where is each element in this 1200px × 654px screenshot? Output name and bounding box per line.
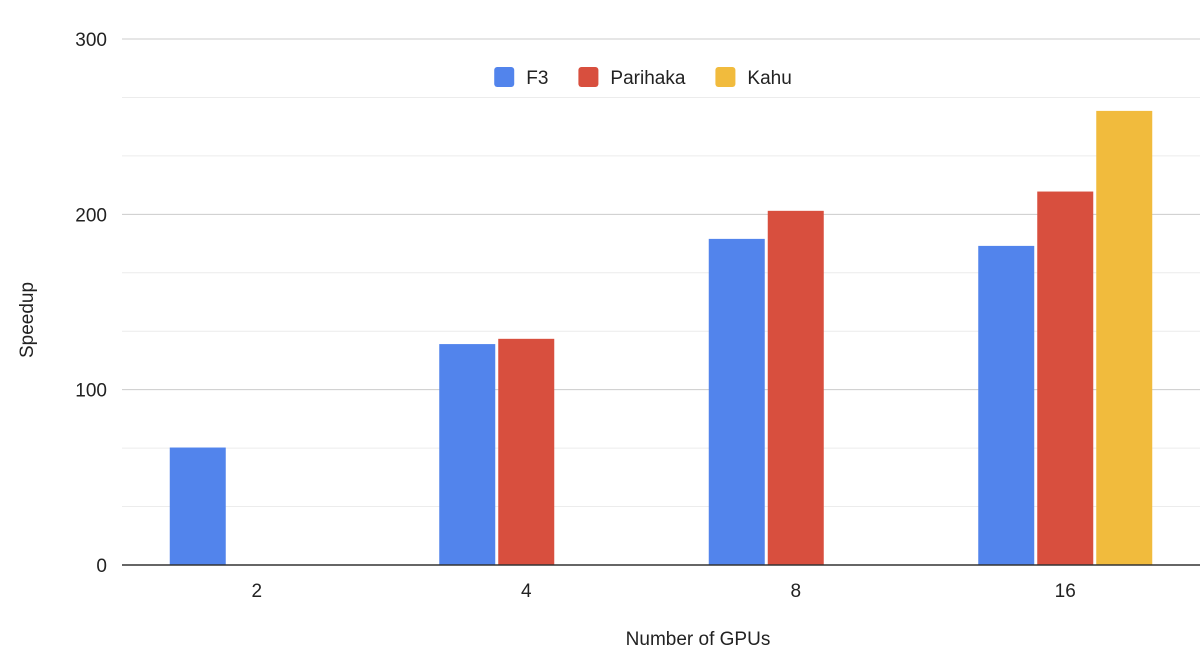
x-tick-label: 4 [521, 581, 532, 602]
y-tick-label: 0 [96, 556, 107, 577]
bar-parihaka-16 [1037, 191, 1094, 566]
bar-f3-8 [708, 238, 765, 565]
bar-f3-16 [978, 245, 1035, 566]
legend-label-parihaka: Parihaka [610, 68, 685, 89]
y-tick-label: 300 [75, 30, 107, 51]
legend-label-f3: F3 [526, 68, 548, 89]
legend-label-kahu: Kahu [747, 68, 791, 89]
bars [169, 110, 1153, 566]
legend-swatch-parihaka [578, 67, 599, 87]
legend: F3 Parihaka Kahu [494, 67, 792, 89]
bar-parihaka-8 [767, 210, 824, 565]
y-tick-label: 200 [75, 205, 107, 226]
y-tick-label: 100 [75, 381, 107, 402]
bar-parihaka-4 [498, 338, 555, 565]
x-tick-label: 8 [790, 581, 801, 602]
y-axis-title: Speedup [17, 282, 38, 358]
x-tick-label: 16 [1055, 581, 1076, 602]
axes: 0 100 200 300 2 4 8 16 [75, 30, 1200, 602]
bar-f3-2 [169, 447, 226, 565]
bar-f3-4 [439, 344, 496, 565]
gridlines [122, 38, 1200, 508]
x-tick-label: 2 [251, 581, 262, 602]
legend-swatch-f3 [494, 67, 515, 87]
x-axis-title: Number of GPUs [626, 629, 771, 650]
legend-swatch-kahu [715, 67, 736, 87]
bar-kahu-16 [1096, 110, 1153, 566]
